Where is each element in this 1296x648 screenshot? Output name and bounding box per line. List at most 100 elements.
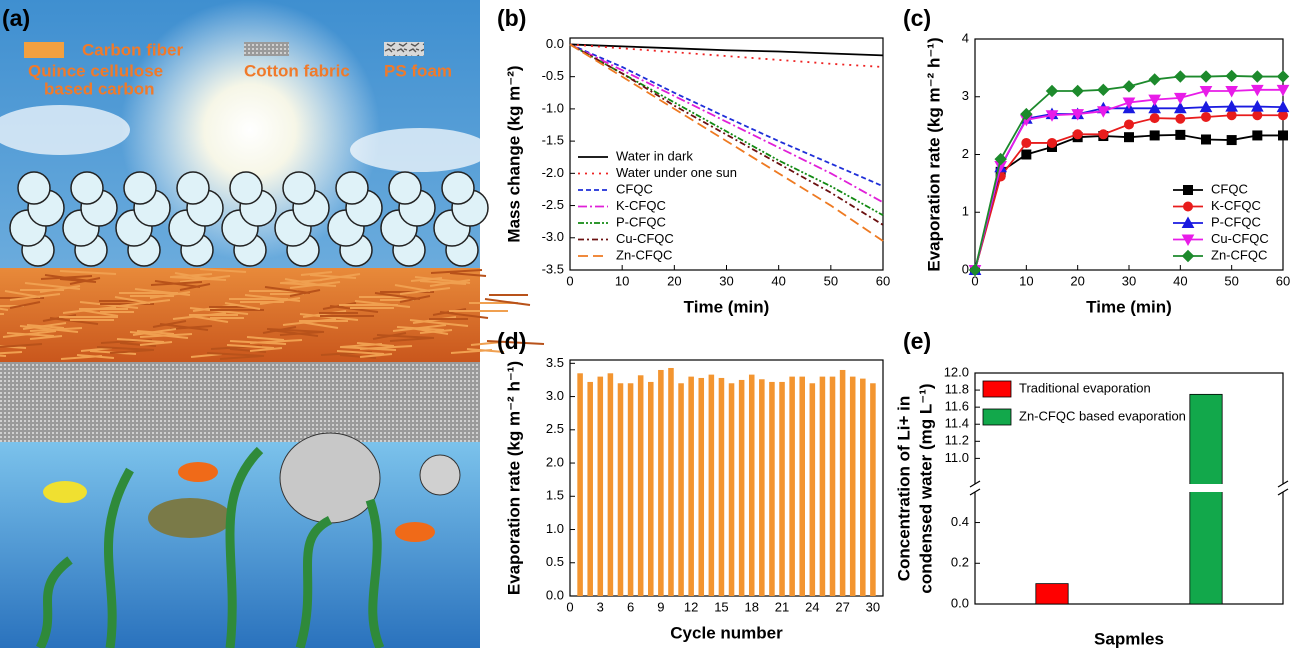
x-tick-label: 9	[657, 599, 664, 614]
vapor-puff	[283, 172, 315, 204]
vapor-puff	[442, 172, 474, 204]
marker	[1253, 111, 1262, 120]
y-tick-label: 0.4	[951, 514, 969, 529]
marker	[1150, 131, 1159, 140]
x-tick-label: 15	[714, 599, 728, 614]
bar	[668, 368, 674, 596]
bar	[658, 370, 664, 596]
marker	[1227, 136, 1236, 145]
bar	[719, 378, 725, 596]
x-tick-label: 0	[566, 599, 573, 614]
x-tick-label: 20	[667, 273, 681, 288]
bar	[850, 377, 856, 596]
panel-label: (b)	[497, 5, 526, 31]
bar	[830, 377, 836, 596]
bar	[587, 382, 593, 596]
y-tick-label: 0.0	[546, 36, 564, 51]
x-tick-label: 40	[771, 273, 785, 288]
x-tick-label: 60	[876, 273, 890, 288]
bar	[840, 370, 846, 596]
vapor-puff	[230, 172, 262, 204]
bar	[779, 382, 785, 596]
x-axis-label: Cycle number	[670, 623, 783, 642]
legend-swatch	[983, 381, 1011, 397]
panel-label: (c)	[903, 5, 931, 31]
bar	[749, 375, 755, 596]
marker	[1253, 131, 1262, 140]
y-tick-label: 2.0	[546, 454, 564, 469]
y-tick-label: 2.5	[546, 421, 564, 436]
carbon-fiber-icon	[24, 42, 64, 58]
bar	[698, 378, 704, 596]
bar	[860, 379, 866, 596]
bar	[759, 379, 765, 596]
bar	[769, 382, 775, 596]
legend-label: Zn-CFQC	[616, 247, 672, 262]
y-axis-label: Evaporation rate (kg m⁻² h⁻¹)	[504, 361, 523, 595]
legend-label: K-CFQC	[1211, 198, 1261, 213]
y-tick-label: 0	[962, 261, 969, 276]
y-axis-label: Mass change (kg m⁻²)	[504, 65, 523, 242]
y-tick-label: -2.5	[542, 197, 564, 212]
x-tick-label: 30	[866, 599, 880, 614]
marker	[1048, 138, 1057, 147]
bar	[678, 383, 684, 596]
marker	[1073, 130, 1082, 139]
x-tick-label: 27	[835, 599, 849, 614]
x-tick-label: 18	[745, 599, 759, 614]
bar	[688, 377, 694, 596]
chart: (d)0.00.51.01.52.02.53.03.50369121518212…	[497, 328, 883, 642]
marker	[1202, 135, 1211, 144]
x-tick-label: 50	[824, 273, 838, 288]
y-tick-label: 0.0	[546, 587, 564, 602]
panel-label: (e)	[903, 328, 931, 354]
illustration: (a) Carbon fiber Quince cellulose based …	[0, 0, 544, 648]
marker	[1279, 131, 1288, 140]
fish	[420, 455, 460, 495]
legend-label: Traditional evaporation	[1019, 380, 1151, 395]
fish	[43, 481, 87, 503]
legend-label: Zn-CFQC	[1211, 247, 1267, 262]
chart: (b)0.0-0.5-1.0-1.5-2.0-2.5-3.0-3.5010203…	[497, 5, 890, 316]
bar	[628, 383, 634, 596]
y-tick-label: -1.0	[542, 100, 564, 115]
marker	[1072, 85, 1083, 96]
legend-label: CFQC	[1211, 181, 1248, 196]
y-axis-label: Evaporation rate (kg m⁻² h⁻¹)	[924, 37, 943, 271]
y-tick-label: 2	[962, 146, 969, 161]
cotton-fabric-icon	[244, 42, 289, 56]
x-tick-label: 10	[1019, 273, 1033, 288]
illustration-label: Cotton fabric	[244, 61, 350, 80]
x-tick-label: 60	[1276, 273, 1290, 288]
y-tick-label: 4	[962, 30, 969, 45]
x-tick-label: 3	[597, 599, 604, 614]
x-axis-label: Time (min)	[1086, 297, 1172, 316]
legend-label: Zn-CFQC based evaporation	[1019, 408, 1186, 423]
bar	[729, 383, 735, 596]
fish	[178, 462, 218, 482]
x-axis-label: Time (min)	[684, 297, 770, 316]
series-line	[570, 44, 883, 67]
chart: (e)0.00.20.411.011.211.411.611.812.0Sapm…	[894, 328, 1291, 648]
plot-frame	[570, 360, 883, 596]
marker	[1278, 71, 1289, 82]
bar	[648, 382, 654, 596]
marker	[1252, 71, 1263, 82]
y-tick-label: 3.0	[546, 388, 564, 403]
panel-label: (d)	[497, 328, 526, 354]
marker	[1176, 114, 1185, 123]
bar	[789, 377, 795, 596]
bar	[577, 373, 583, 596]
marker	[1226, 70, 1237, 81]
bar	[598, 377, 604, 596]
y-tick-label: 0.2	[951, 555, 969, 570]
marker	[1150, 114, 1159, 123]
bar	[618, 383, 624, 596]
bar	[709, 375, 715, 596]
y-tick-label: -2.0	[542, 165, 564, 180]
y-tick-label: -0.5	[542, 68, 564, 83]
marker	[1124, 81, 1135, 92]
vapor-puff	[389, 172, 421, 204]
series-line	[570, 44, 883, 55]
vapor-puff	[336, 172, 368, 204]
